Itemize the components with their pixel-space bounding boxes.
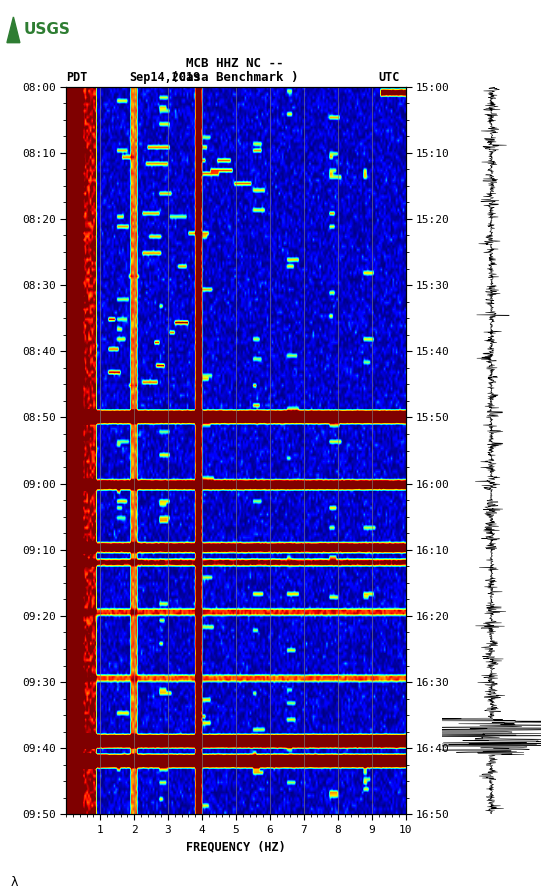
Text: PDT: PDT [66,71,88,84]
Polygon shape [7,17,20,43]
Text: UTC: UTC [378,71,400,84]
Text: λ: λ [11,875,18,889]
Text: MCB HHZ NC --: MCB HHZ NC -- [186,56,283,70]
Text: Sep14,2019: Sep14,2019 [130,71,201,84]
Text: USGS: USGS [23,22,70,38]
X-axis label: FREQUENCY (HZ): FREQUENCY (HZ) [186,840,286,854]
Text: (Casa Benchmark ): (Casa Benchmark ) [171,71,298,84]
